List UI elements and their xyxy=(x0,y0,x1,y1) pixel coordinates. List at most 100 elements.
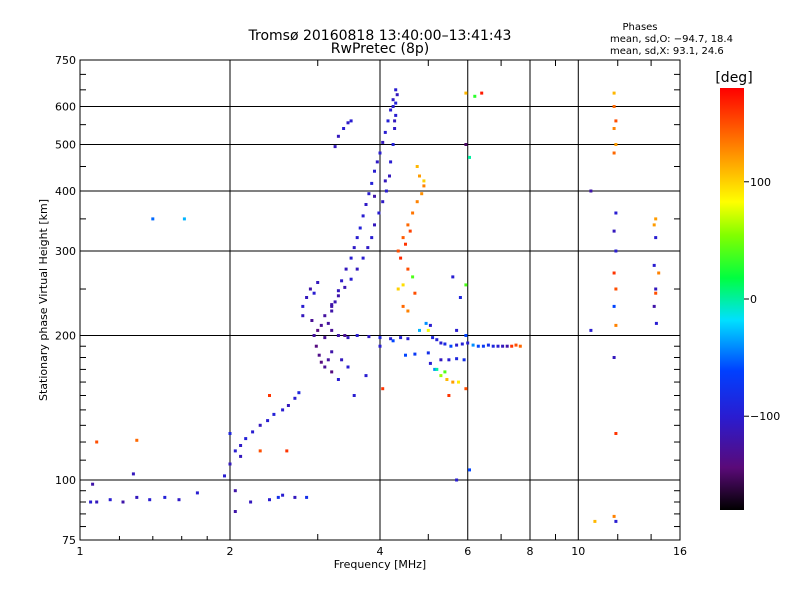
x-tick-label: 8 xyxy=(527,545,534,558)
data-point xyxy=(367,335,371,339)
x-tick-label: 1 xyxy=(77,545,84,558)
data-point xyxy=(228,462,232,466)
data-point xyxy=(652,223,656,227)
data-point xyxy=(394,101,398,105)
data-point xyxy=(330,328,334,332)
data-point xyxy=(258,449,262,453)
y-tick-label: 500 xyxy=(55,139,76,152)
data-point xyxy=(612,91,616,95)
data-point xyxy=(373,194,376,198)
data-point xyxy=(404,242,407,246)
data-point xyxy=(394,113,398,117)
data-point xyxy=(355,267,359,271)
data-point xyxy=(336,334,340,337)
data-point xyxy=(121,500,125,504)
data-point xyxy=(455,343,459,347)
data-point xyxy=(389,337,393,341)
data-point xyxy=(381,200,385,204)
data-point xyxy=(406,267,410,271)
data-point xyxy=(268,394,271,397)
data-point xyxy=(285,449,289,453)
data-point xyxy=(654,291,658,295)
colorbar xyxy=(720,88,744,510)
data-point xyxy=(108,498,112,502)
data-point xyxy=(395,93,399,97)
data-point xyxy=(404,353,407,357)
data-point xyxy=(308,287,312,291)
data-point xyxy=(510,344,514,348)
data-point xyxy=(349,277,353,281)
data-point xyxy=(589,328,593,332)
data-point xyxy=(364,374,368,378)
data-point xyxy=(251,430,255,434)
y-tick-label: 600 xyxy=(55,101,76,114)
data-point xyxy=(612,151,616,155)
data-point xyxy=(445,378,449,381)
data-point xyxy=(344,267,348,271)
data-point xyxy=(420,192,424,196)
data-point xyxy=(426,328,430,332)
data-point xyxy=(473,94,477,98)
colorbar-label: [deg] xyxy=(715,70,752,86)
data-point xyxy=(418,328,421,332)
data-point xyxy=(406,223,410,227)
data-point xyxy=(319,360,323,364)
data-point xyxy=(312,291,316,295)
data-point xyxy=(239,454,243,458)
data-point xyxy=(462,358,466,362)
data-point xyxy=(364,203,368,206)
data-point xyxy=(614,143,618,146)
data-point xyxy=(346,365,350,369)
data-point xyxy=(135,438,139,442)
data-point xyxy=(443,370,447,374)
data-point xyxy=(612,304,616,308)
data-point xyxy=(91,482,95,486)
data-point xyxy=(431,336,435,340)
data-point xyxy=(614,519,618,523)
data-point xyxy=(233,449,237,453)
data-point xyxy=(131,472,135,476)
data-point xyxy=(396,287,400,291)
data-point xyxy=(342,127,346,130)
data-point xyxy=(614,323,618,327)
data-point xyxy=(654,287,658,291)
data-point xyxy=(399,336,403,340)
data-point xyxy=(464,91,468,95)
data-point xyxy=(310,319,314,322)
data-point xyxy=(233,510,237,513)
data-point xyxy=(435,338,439,342)
data-point xyxy=(195,491,199,495)
data-point xyxy=(346,336,350,340)
data-point xyxy=(396,249,400,253)
data-point xyxy=(439,341,443,345)
data-point xyxy=(447,358,451,362)
data-point xyxy=(428,361,432,365)
data-point xyxy=(276,495,280,499)
x-tick-label: 6 xyxy=(464,545,471,558)
y-tick-label: 200 xyxy=(55,330,76,343)
data-point xyxy=(455,478,459,482)
data-point xyxy=(418,174,421,178)
data-point xyxy=(408,229,412,233)
data-point xyxy=(233,489,237,493)
data-point xyxy=(361,214,365,218)
data-point xyxy=(286,404,290,407)
data-point xyxy=(340,358,344,362)
data-point xyxy=(323,336,327,340)
data-point xyxy=(466,341,470,345)
data-point xyxy=(657,271,661,275)
x-tick-label: 4 xyxy=(377,545,384,558)
data-point xyxy=(326,321,330,325)
data-point xyxy=(349,119,353,123)
data-point xyxy=(422,184,426,188)
data-point xyxy=(373,169,376,173)
data-point xyxy=(389,108,393,112)
data-point xyxy=(336,378,340,381)
data-point xyxy=(330,350,334,354)
data-point xyxy=(312,334,316,337)
data-point xyxy=(406,337,410,341)
x-axis: 1 2 4 6 8 10 16 xyxy=(77,60,687,558)
data-point xyxy=(514,343,518,347)
data-point xyxy=(336,134,340,138)
